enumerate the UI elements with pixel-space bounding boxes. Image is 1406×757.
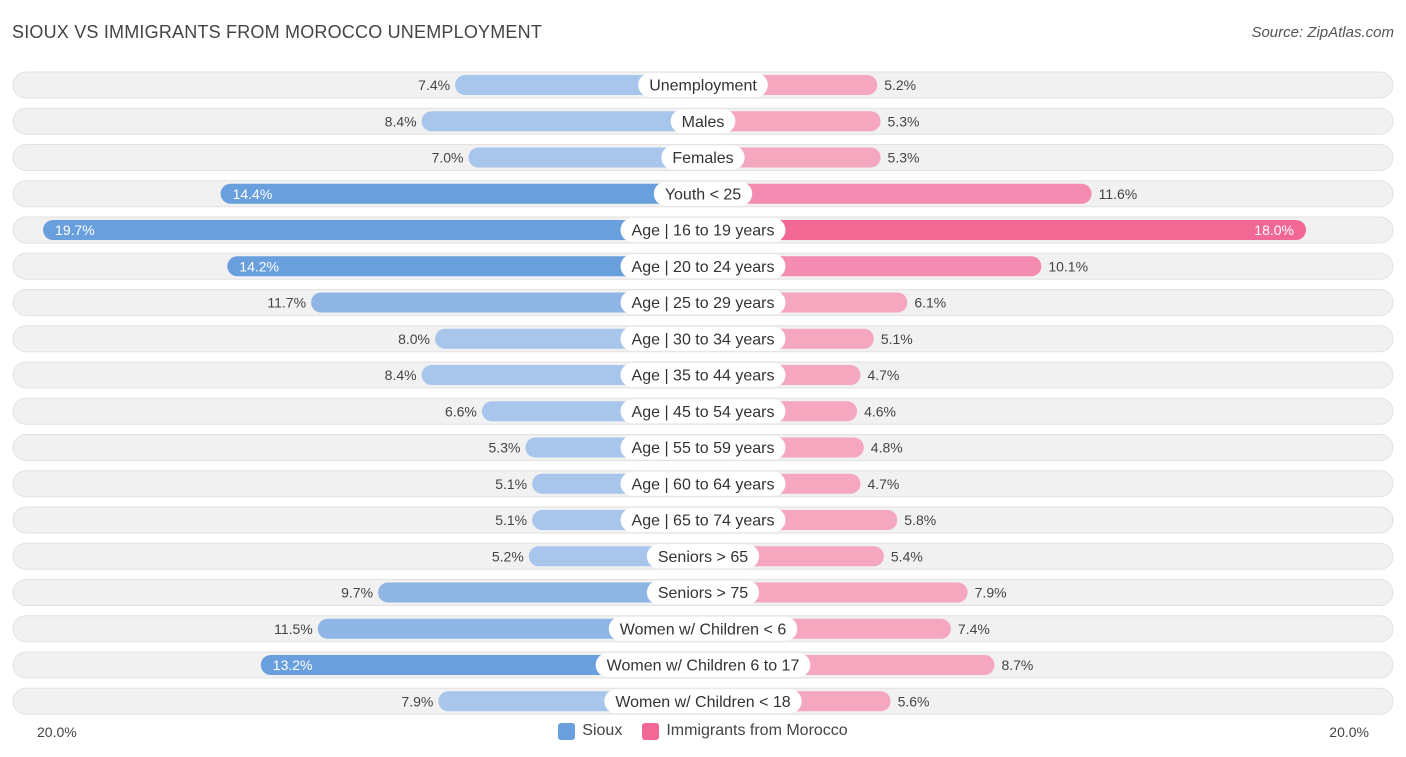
category-label: Age | 30 to 34 years: [632, 331, 775, 348]
value-label-sioux: 11.5%: [274, 621, 313, 637]
value-label-sioux: 7.9%: [401, 693, 433, 709]
category-pill: [620, 363, 786, 387]
category-pill: [620, 435, 786, 460]
value-label-morocco: 5.1%: [881, 331, 913, 347]
category-label: Women w/ Children < 18: [615, 694, 790, 711]
category-pill: [646, 580, 760, 605]
source-credit: Source: ZipAtlas.com: [1251, 24, 1394, 41]
category-label: Age | 16 to 19 years: [632, 223, 775, 240]
value-label-sioux: 13.2%: [273, 657, 313, 673]
legend-label-sioux: Sioux: [582, 722, 623, 739]
bar-sioux: [43, 220, 704, 240]
value-label-sioux: 14.2%: [239, 258, 279, 274]
category-label: Seniors > 75: [658, 585, 748, 602]
category-pill: [653, 181, 753, 206]
category-pill: [620, 290, 786, 315]
bar-sioux: [227, 256, 704, 277]
value-label-morocco: 6.1%: [914, 295, 946, 311]
bar-sioux: [468, 147, 703, 168]
bar-morocco: [703, 147, 881, 168]
axis-right-label: 20.0%: [1329, 724, 1369, 740]
value-label-morocco: 18.0%: [1254, 222, 1294, 238]
category-pill: [608, 616, 798, 641]
legend: Sioux Immigrants from Morocco: [0, 722, 1406, 740]
value-label-sioux: 7.4%: [418, 77, 450, 93]
bar-morocco: [703, 582, 968, 603]
value-label-sioux: 8.0%: [398, 331, 430, 347]
value-label-morocco: 5.6%: [898, 693, 930, 709]
diverging-bar-chart: 7.4% 5.2% Unemployment 8.4% 5.3% Males 7.0% 5.3…: [12, 71, 1394, 715]
bar-sioux: [220, 183, 703, 204]
value-label-sioux: 14.4%: [233, 186, 273, 202]
value-label-sioux: 5.2%: [492, 548, 524, 564]
value-label-morocco: 11.6%: [1099, 186, 1138, 202]
value-label-morocco: 8.7%: [1001, 657, 1033, 673]
category-label: Age | 35 to 44 years: [632, 368, 775, 385]
category-label: Age | 20 to 24 years: [632, 259, 775, 276]
value-label-morocco: 7.9%: [975, 585, 1007, 601]
value-label-morocco: 5.3%: [888, 150, 920, 166]
category-label: Age | 55 to 59 years: [632, 440, 775, 457]
bar-morocco: [703, 220, 1306, 240]
bar-sioux: [378, 582, 703, 603]
bar-sioux: [421, 111, 703, 132]
category-label: Women w/ Children < 6: [620, 621, 787, 638]
value-label-morocco: 5.4%: [891, 548, 923, 564]
value-label-sioux: 5.3%: [489, 440, 521, 456]
category-label: Women w/ Children 6 to 17: [607, 658, 800, 675]
category-pill: [670, 109, 736, 134]
legend-item-sioux[interactable]: Sioux: [558, 722, 622, 740]
category-pill: [620, 508, 786, 532]
value-label-sioux: 8.4%: [385, 367, 417, 383]
bar-sioux: [260, 655, 703, 675]
bar-morocco: [703, 111, 881, 132]
chart-title: SIOUX VS IMMIGRANTS FROM MOROCCO UNEMPLO…: [12, 22, 543, 42]
legend-item-morocco[interactable]: Immigrants from Morocco: [642, 722, 848, 740]
value-label-morocco: 4.7%: [867, 367, 899, 383]
category-label: Unemployment: [649, 78, 757, 95]
category-pill: [604, 689, 802, 714]
value-label-sioux: 19.7%: [55, 222, 95, 238]
category-label: Seniors > 65: [658, 549, 748, 566]
category-pill: [620, 399, 786, 424]
category-label: Males: [682, 114, 725, 131]
category-pill: [620, 471, 786, 496]
value-label-sioux: 5.1%: [495, 512, 527, 528]
value-label-morocco: 4.7%: [867, 476, 899, 492]
value-label-sioux: 9.7%: [341, 585, 373, 601]
bar-sioux: [311, 292, 703, 313]
category-pill: [620, 326, 786, 351]
legend-label-morocco: Immigrants from Morocco: [666, 722, 848, 739]
value-label-sioux: 11.7%: [267, 295, 306, 311]
category-pill: [638, 73, 768, 97]
category-pill: [620, 218, 786, 242]
value-label-sioux: 6.6%: [445, 403, 477, 419]
category-pill: [595, 653, 811, 677]
bar-sioux: [317, 618, 703, 639]
category-pill: [620, 254, 786, 279]
value-label-morocco: 5.8%: [904, 512, 936, 528]
bar-morocco: [703, 256, 1042, 277]
value-label-morocco: 4.6%: [864, 403, 896, 419]
value-label-morocco: 5.3%: [888, 113, 920, 129]
category-pill: [661, 145, 745, 170]
category-pill: [646, 544, 760, 569]
category-label: Females: [672, 150, 733, 167]
value-label-morocco: 7.4%: [958, 621, 990, 637]
value-label-morocco: 10.1%: [1048, 258, 1088, 274]
category-label: Age | 25 to 29 years: [632, 295, 775, 312]
value-label-sioux: 8.4%: [385, 113, 417, 129]
category-label: Youth < 25: [665, 186, 741, 203]
category-label: Age | 65 to 74 years: [632, 513, 775, 530]
category-label: Age | 60 to 64 years: [632, 476, 775, 493]
value-label-sioux: 7.0%: [432, 150, 464, 166]
legend-swatch-sioux: [558, 722, 576, 740]
category-label: Age | 45 to 54 years: [632, 404, 775, 421]
bar-morocco: [703, 183, 1092, 204]
value-label-sioux: 5.1%: [495, 476, 527, 492]
axis-left-label: 20.0%: [37, 724, 77, 740]
legend-swatch-morocco: [642, 722, 660, 740]
value-label-morocco: 4.8%: [871, 440, 903, 456]
value-label-morocco: 5.2%: [884, 77, 916, 93]
